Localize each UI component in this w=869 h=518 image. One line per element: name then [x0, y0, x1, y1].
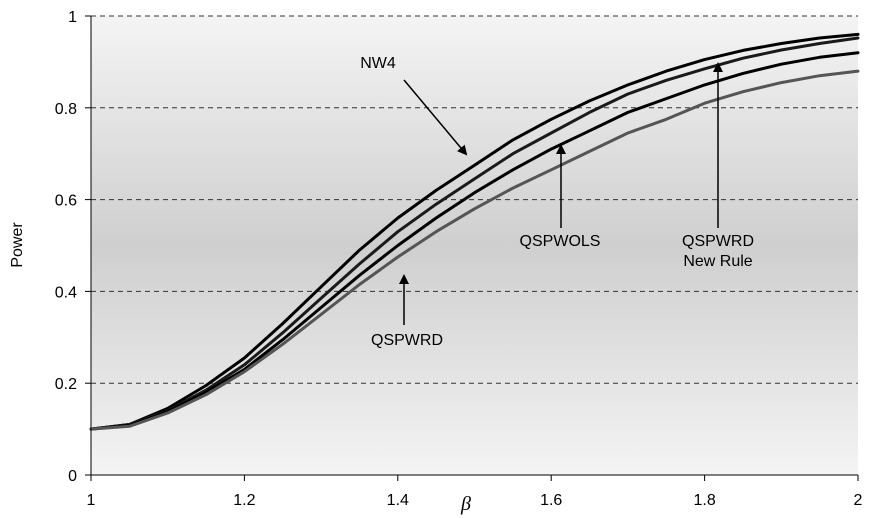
- annotation-label: New Rule: [683, 253, 752, 270]
- annotation-qspwrd: QSPWRD: [371, 274, 443, 349]
- annotation-label: QSPWRD: [682, 233, 754, 250]
- plot-area-background: [91, 16, 858, 475]
- x-tick-labels: 1 1.2 1.4 1.6 1.8 2: [87, 492, 863, 509]
- y-tick-label: 0.8: [55, 101, 77, 118]
- annotation-qspwrd-new-rule: QSPWRD New Rule: [682, 62, 754, 270]
- annotation-arrow: [403, 79, 468, 156]
- y-tick-label: 0: [68, 468, 77, 485]
- x-tick-label: 1.2: [233, 492, 255, 509]
- series-line-3: [89, 69, 860, 431]
- x-tick-label: 1.6: [540, 492, 562, 509]
- x-tick-label: 2: [854, 492, 863, 509]
- annotation-qspwols: QSPWOLS: [520, 144, 601, 250]
- y-tick-label: 0.6: [55, 193, 77, 210]
- annotation-label: QSPWRD: [371, 332, 443, 349]
- y-tick-label: 1: [68, 9, 77, 26]
- series-line-1: [89, 36, 860, 431]
- annotations: NW4 QSPWOLS QSPWRD New Rule QSPWRD: [360, 55, 754, 349]
- series-lines: [89, 32, 860, 431]
- x-tick-label: 1: [87, 492, 96, 509]
- series-line-0: [89, 32, 860, 431]
- annotation-label: QSPWOLS: [520, 233, 601, 250]
- y-tick-label: 0.2: [55, 376, 77, 393]
- series-line-2: [89, 51, 860, 431]
- annotation-label: NW4: [360, 55, 396, 72]
- y-tick-label: 0.4: [55, 284, 77, 301]
- annotation-nw4: NW4: [360, 55, 468, 156]
- y-tick-labels: 0 0.2 0.4 0.6 0.8 1: [55, 9, 77, 485]
- axes: [85, 15, 859, 481]
- y-axis-title: Power: [9, 222, 26, 268]
- x-tick-label: 1.8: [693, 492, 715, 509]
- x-tick-label: 1.4: [387, 492, 409, 509]
- x-axis-title: β: [460, 493, 471, 515]
